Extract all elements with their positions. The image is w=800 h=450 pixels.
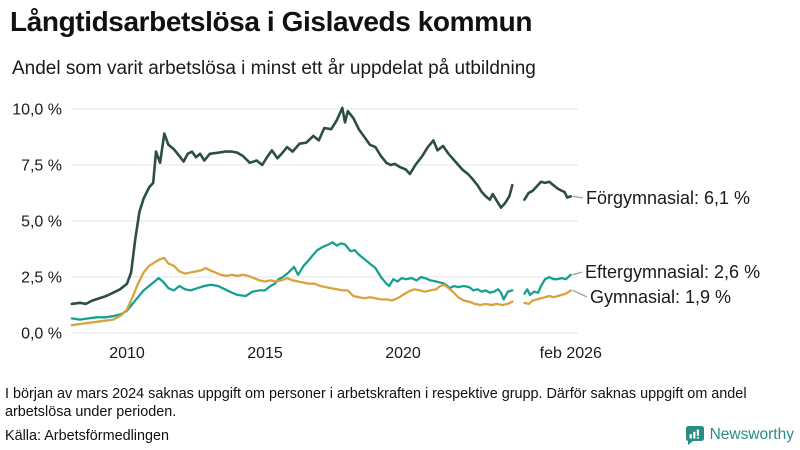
x-tick-label: feb 2026 — [540, 345, 602, 362]
series-line-gymnasial — [523, 289, 572, 306]
series-end-label-eftergymnasial: Eftergymnasial: 2,6 % — [585, 262, 760, 282]
footnote-text: I början av mars 2024 saknas uppgift om … — [5, 386, 747, 420]
newsworthy-wordmark: Newsworthy — [709, 426, 794, 443]
y-tick-label: 7,5 % — [21, 158, 62, 175]
y-tick-label: 2,5 % — [21, 270, 62, 287]
newsworthy-logo: Newsworthy — [685, 425, 794, 445]
series-end-label-förgymnasial: Förgymnasial: 6,1 % — [586, 188, 750, 208]
source-text: Källa: Arbetsförmedlingen — [5, 428, 169, 444]
chart-svg: 0,0 % 2,5 % 5,0 % 7,5 % 10,0 % 2010 2015 2020 fe… — [12, 102, 760, 363]
series-line-eftergymnasial — [70, 241, 514, 321]
x-tick-label: 2020 — [385, 345, 421, 362]
y-tick-label: 5,0 % — [21, 214, 62, 231]
unemployment-line-chart: 0,0 % 2,5 % 5,0 % 7,5 % 10,0 % 2010 2015 2020 fe… — [0, 95, 800, 375]
series-line-förgymnasial — [70, 106, 514, 306]
y-tick-label: 0,0 % — [21, 326, 62, 343]
label-connector — [572, 195, 584, 199]
label-connector — [572, 271, 583, 276]
bar-chart-bubble-icon — [685, 425, 705, 445]
page-title: Långtidsarbetslösa i Gislaveds kommun — [10, 6, 533, 37]
x-tick-label: 2010 — [109, 345, 145, 362]
series-line-gymnasial — [70, 256, 514, 327]
series-line-förgymnasial — [523, 180, 573, 201]
series-line-eftergymnasial — [523, 273, 572, 297]
y-tick-label: 10,0 % — [12, 102, 62, 119]
page-subtitle: Andel som varit arbetslösa i minst ett å… — [12, 58, 536, 79]
x-tick-label: 2015 — [247, 345, 283, 362]
label-connector — [572, 289, 588, 298]
series-end-label-gymnasial: Gymnasial: 1,9 % — [590, 287, 731, 307]
